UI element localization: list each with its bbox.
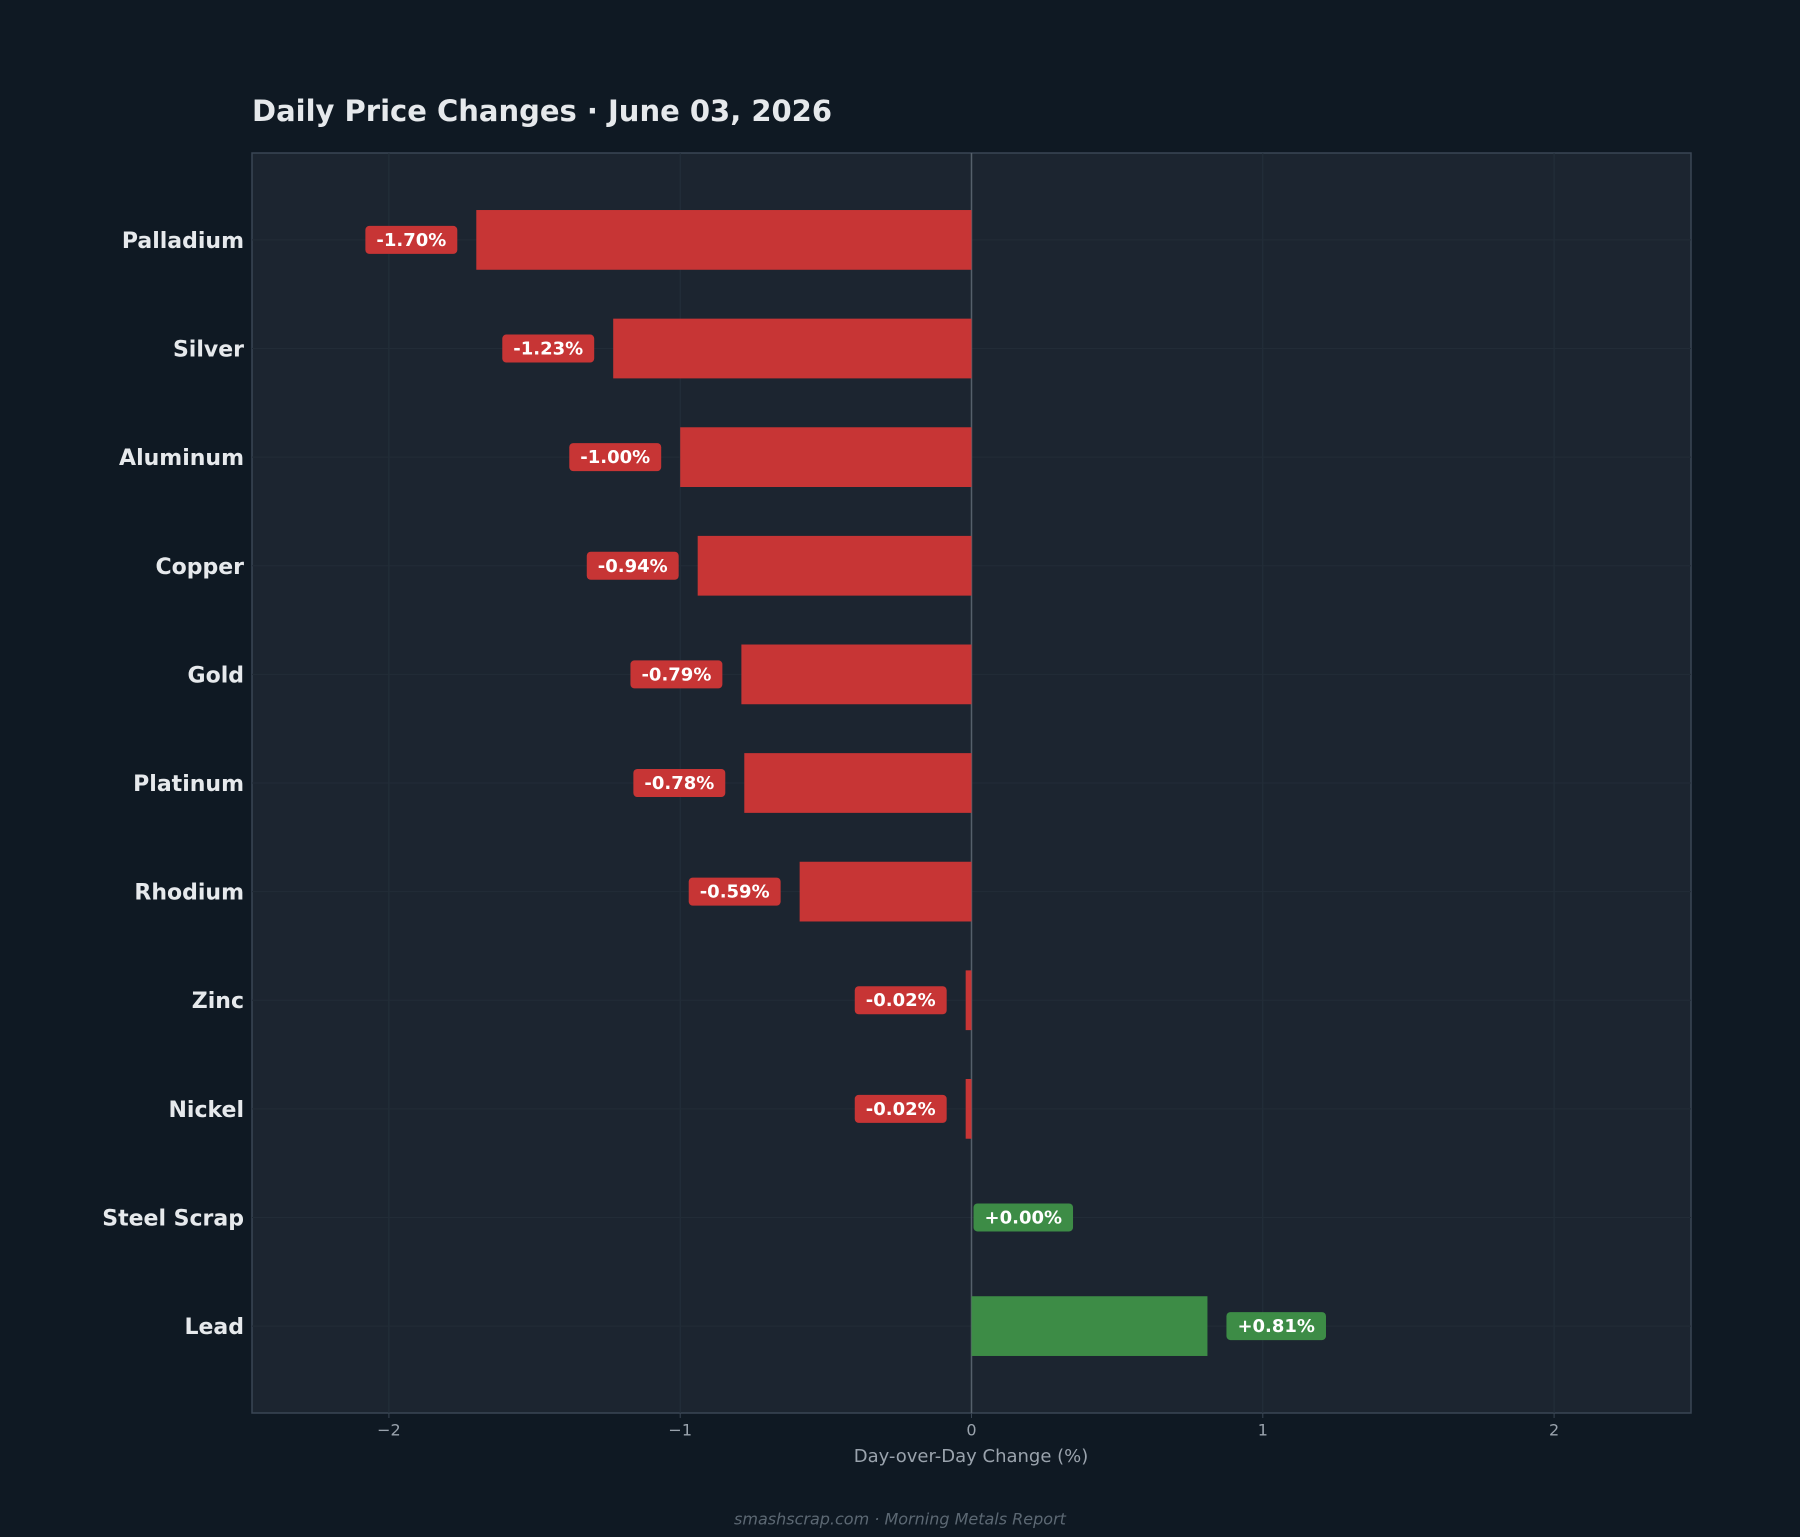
bar	[965, 1078, 972, 1139]
value-label-bg	[633, 769, 726, 797]
x-tick-label: 0	[966, 1421, 976, 1440]
bar	[741, 644, 972, 705]
value-label: -0.59%	[700, 882, 770, 903]
value-label: -0.02%	[866, 1099, 936, 1120]
y-tick-label: Zinc	[192, 989, 244, 1014]
bar	[744, 753, 972, 813]
value-label: -0.79%	[641, 664, 711, 685]
value-label-bg	[854, 1094, 947, 1123]
y-tick-label: Lead	[184, 1315, 244, 1340]
footer: smashscrap.com · Morning Metals Report	[734, 1510, 1067, 1529]
value-label: -1.70%	[376, 230, 446, 251]
y-tick-label: Gold	[188, 663, 244, 688]
value-label-bg	[854, 986, 947, 1015]
y-tick-label: Platinum	[133, 772, 244, 797]
value-label-bg	[973, 1203, 1074, 1232]
y-tick-label: Copper	[155, 555, 244, 580]
bar	[680, 427, 972, 488]
bar	[697, 535, 972, 596]
bar	[965, 970, 972, 1031]
y-tick-label: Rhodium	[134, 881, 244, 906]
y-tick-label: Silver	[173, 338, 244, 363]
value-label: -1.23%	[513, 339, 583, 360]
y-tick-label: Steel Scrap	[102, 1206, 244, 1231]
value-label-bg	[586, 551, 679, 580]
x-tick-label: 1	[1258, 1421, 1268, 1440]
value-label: -0.78%	[644, 773, 714, 794]
bar	[799, 861, 972, 922]
x-axis-label: Day-over-Day Change (%)	[854, 1446, 1089, 1467]
bar	[971, 1296, 1208, 1356]
value-label-bg	[569, 443, 662, 472]
value-label-bg	[688, 877, 781, 906]
y-tick-label: Palladium	[122, 229, 244, 254]
value-label-bg	[502, 334, 595, 363]
value-label: -0.94%	[598, 556, 668, 577]
value-label: -0.02%	[866, 990, 936, 1011]
value-label: -1.00%	[580, 447, 650, 468]
x-tick-label: 2	[1549, 1421, 1559, 1440]
value-label-bg	[630, 660, 723, 689]
y-tick-label: Nickel	[169, 1098, 245, 1123]
value-label: +0.81%	[1237, 1316, 1315, 1337]
x-tick-label: −2	[377, 1421, 401, 1440]
y-tick-label: Aluminum	[119, 446, 244, 471]
bar	[476, 210, 972, 270]
value-label-bg	[365, 225, 458, 254]
value-label-bg	[1226, 1312, 1326, 1341]
value-label: +0.00%	[985, 1207, 1063, 1228]
x-tick-label: −1	[668, 1421, 692, 1440]
bar	[613, 318, 972, 379]
chart-title: Daily Price Changes · June 03, 2026	[252, 94, 832, 128]
